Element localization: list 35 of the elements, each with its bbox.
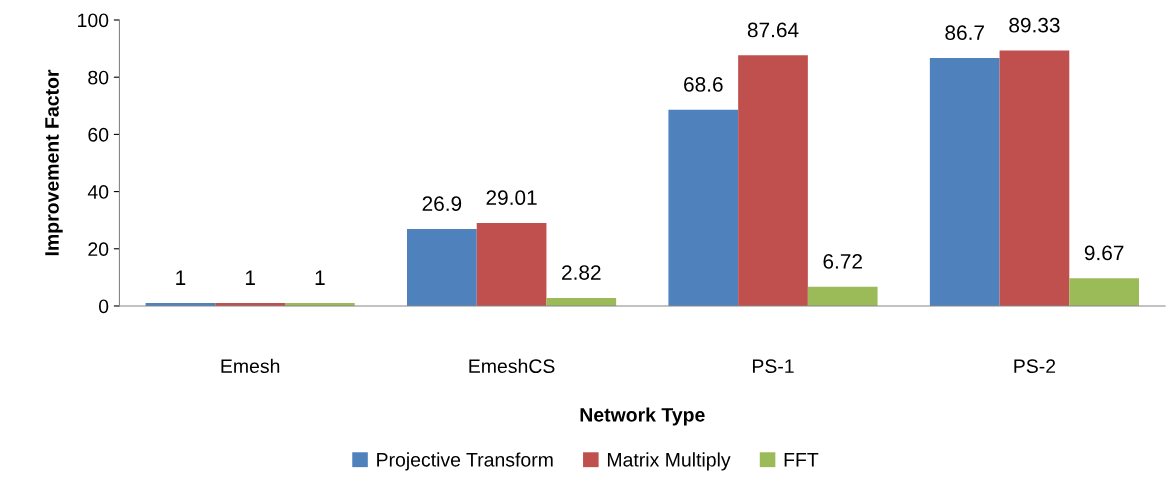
y-tick-label: 40 xyxy=(87,185,109,199)
bar xyxy=(1069,278,1139,306)
y-tick-label: 0 xyxy=(98,299,109,314)
data-label: 1 xyxy=(315,270,325,285)
y-axis-title: Improvement Factor xyxy=(45,69,63,256)
y-tick-label: 60 xyxy=(88,127,109,142)
y-tick-label: 100 xyxy=(78,13,109,28)
data-label: 2.82 xyxy=(562,265,601,280)
data-label: 1 xyxy=(245,270,255,285)
data-label: 68.6 xyxy=(684,77,723,92)
data-label: 29.01 xyxy=(486,190,537,206)
x-axis-title: Network Type xyxy=(580,407,705,426)
data-label: 6.72 xyxy=(823,254,862,269)
legend-label: Matrix Multiply xyxy=(607,452,731,471)
data-label: 9.67 xyxy=(1084,245,1124,261)
data-label: 26.9 xyxy=(422,196,462,212)
y-tick-label: 80 xyxy=(88,70,109,85)
legend-label: FFT xyxy=(784,453,819,467)
bar xyxy=(999,50,1070,306)
data-label: 86.7 xyxy=(945,25,984,41)
x-tick-label: PS-1 xyxy=(752,359,794,374)
y-tick-label: 20 xyxy=(88,242,109,257)
data-label: 87.64 xyxy=(747,22,799,38)
legend-label: Projective Transform xyxy=(377,452,553,471)
data-label: 89.33 xyxy=(1009,17,1060,33)
bar xyxy=(807,286,878,306)
x-tick-label: EmeshCS xyxy=(469,358,555,374)
bar xyxy=(407,229,477,306)
data-label: 1 xyxy=(176,270,186,285)
bar xyxy=(738,55,808,306)
bar xyxy=(929,58,1000,306)
x-tick-label: PS-2 xyxy=(1014,359,1056,374)
bar xyxy=(476,223,547,306)
x-tick-label: Emesh xyxy=(221,358,280,374)
bar xyxy=(668,109,739,306)
